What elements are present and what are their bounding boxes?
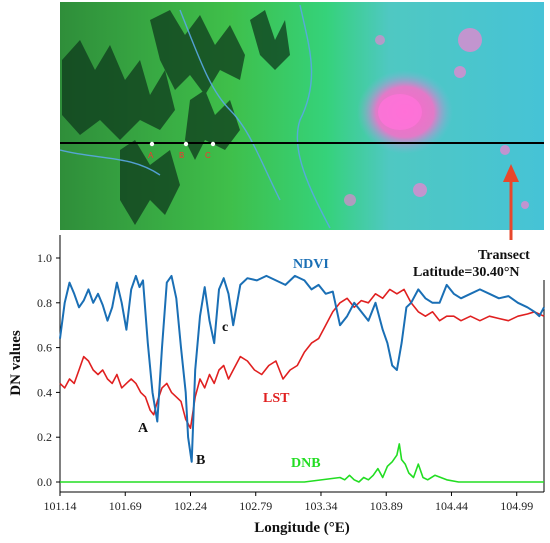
point-label-a: A [138,421,149,436]
y-ticks: 0.0 0.2 0.4 0.6 0.8 1.0 [37,251,60,489]
point-label-c: c [222,320,228,335]
y-tick-label: 0.8 [37,296,52,310]
y-tick-label: 0.6 [37,341,52,355]
x-tick-label: 103.34 [304,499,337,513]
x-tick-label: 102.79 [239,499,272,513]
x-axis-title: Longitude (°E) [254,520,350,536]
river-lines [60,4,331,229]
y-tick-label: 0.4 [37,385,52,399]
y-axis-title: DN values [8,330,24,396]
x-tick-label: 102.24 [174,499,207,513]
series-line-ndvi [59,274,545,463]
series-label-lst: LST [263,391,290,406]
x-ticks: 101.14 101.69 102.24 102.79 103.34 103.89 104.… [44,492,533,513]
map-marker-a: A [148,141,155,160]
satellite-map: A B C [60,2,544,230]
latitude-label: Latitude=30.40°N [413,265,520,280]
map-marker-c: C [205,141,216,160]
x-tick-label: 104.44 [435,499,468,513]
series-label-ndvi: NDVI [293,257,329,272]
y-tick-label: 0.0 [37,475,52,489]
x-tick-label: 104.99 [500,499,533,513]
series-lines [59,274,545,483]
series-label-dnb: DNB [291,456,321,471]
x-tick-label: 101.14 [44,499,77,513]
transect-arrow [503,164,519,240]
transect-label: Transect [478,248,530,263]
x-tick-label: 101.69 [109,499,142,513]
series-line-dnb [60,443,544,483]
point-label-b: B [196,453,205,468]
svg-text:A: A [148,151,154,160]
plot-area: 0.0 0.2 0.4 0.6 0.8 1.0 101.14 101.69 102.24 102… [37,235,545,513]
series-line-lst [59,288,545,429]
x-tick-label: 103.89 [370,499,403,513]
svg-text:C: C [205,151,211,160]
y-tick-label: 1.0 [37,251,52,265]
urban-area [344,28,529,209]
y-tick-label: 0.2 [37,430,52,444]
svg-text:B: B [179,151,184,160]
map-marker-b: B [179,141,189,160]
